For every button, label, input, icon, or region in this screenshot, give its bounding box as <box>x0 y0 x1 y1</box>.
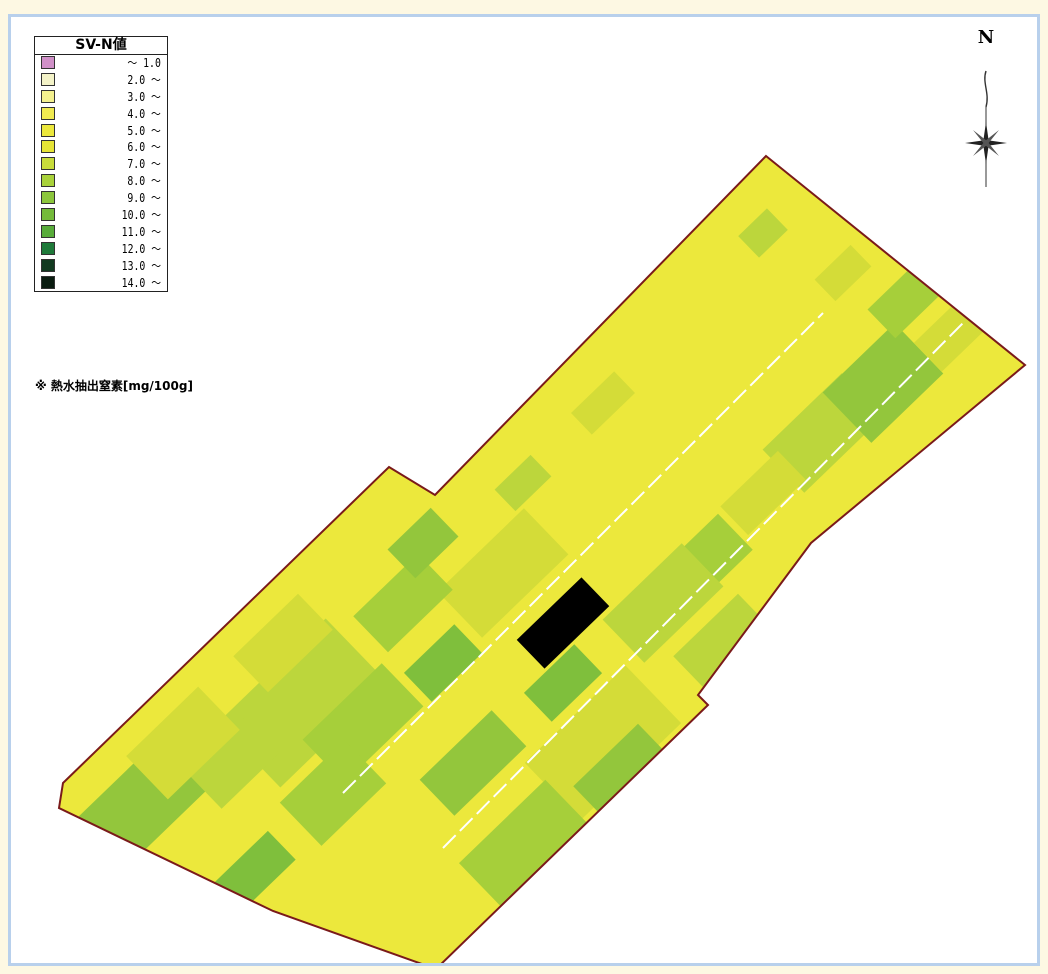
legend-swatch <box>41 72 55 86</box>
legend-label: 9.0 ～ <box>127 191 161 206</box>
nitrogen-zone <box>814 244 872 302</box>
legend-label: 11.0 ～ <box>121 224 161 239</box>
legend-swatch <box>41 191 55 205</box>
legend-swatch <box>41 106 55 120</box>
nitrogen-zone <box>126 686 240 800</box>
legend-label: 8.0 ～ <box>127 174 161 189</box>
legend-label: 7.0 ～ <box>127 157 161 172</box>
legend-label: 12.0 ～ <box>121 241 161 256</box>
compass-icon <box>965 70 1007 187</box>
field-lane <box>342 312 824 794</box>
legend-label: 3.0 ～ <box>127 89 161 104</box>
legend-item: 10.0 ～ <box>35 207 167 224</box>
field-map <box>57 154 1027 963</box>
legend-item: 8.0 ～ <box>35 173 167 190</box>
legend-swatch <box>41 208 55 222</box>
field-boundary <box>57 154 1027 963</box>
nitrogen-zone <box>233 593 333 693</box>
legend-item: 5.0 ～ <box>35 123 167 140</box>
nitrogen-zone <box>602 543 724 663</box>
legend-item: 12.0 ～ <box>35 241 167 258</box>
nitrogen-zone <box>437 508 569 638</box>
field-lane <box>442 322 964 849</box>
nitrogen-zone <box>387 507 459 579</box>
field-lanes <box>342 312 964 849</box>
legend-item: 13.0 ～ <box>35 258 167 275</box>
nitrogen-zone <box>403 624 483 702</box>
legend-label: 14.0 ～ <box>121 275 161 290</box>
north-arrow: N <box>951 27 1021 197</box>
nitrogen-zone <box>738 208 788 258</box>
legend-item: ～ 1.0 <box>35 55 167 72</box>
legend-label: 2.0 ～ <box>127 72 161 87</box>
legend-item: 9.0 ～ <box>35 190 167 207</box>
legend-label: 4.0 ～ <box>127 106 161 121</box>
legend-item: 3.0 ～ <box>35 89 167 106</box>
legend-label: ～ 1.0 <box>127 56 161 70</box>
nitrogen-zone <box>419 710 527 816</box>
legend-item: 4.0 ～ <box>35 106 167 123</box>
legend-item: 7.0 ～ <box>35 156 167 173</box>
legend-item: 6.0 ～ <box>35 139 167 156</box>
legend-swatch <box>41 241 55 255</box>
legend-swatch <box>41 157 55 171</box>
nitrogen-zone <box>353 553 453 653</box>
legend-label: 6.0 ～ <box>127 140 161 155</box>
nitrogen-zone <box>279 740 387 846</box>
nitrogen-zone <box>822 323 944 443</box>
legend-swatch <box>41 275 55 289</box>
nitrogen-zone <box>867 267 939 339</box>
legend-swatch <box>41 140 55 154</box>
legend-swatch <box>41 123 55 137</box>
nitrogen-zone <box>720 450 806 536</box>
legend-swatch <box>41 224 55 238</box>
nitrogen-zone <box>573 723 673 823</box>
nitrogen-zone <box>516 577 610 669</box>
nitrogen-zone <box>570 371 636 435</box>
legend-label: 10.0 ～ <box>121 208 161 223</box>
legend-items: ～ 1.0 2.0 ～ 3.0 ～ 4.0 ～ 5.0 ～ 6.0 ～ 7.0 ～ 8.0 ～… <box>35 55 167 291</box>
legend-swatch <box>41 89 55 103</box>
legend-item: 14.0 ～ <box>35 275 167 292</box>
legend-item: 11.0 ～ <box>35 224 167 241</box>
legend-swatch <box>41 258 55 272</box>
nitrogen-zone <box>186 717 280 809</box>
north-letter: N <box>977 27 995 48</box>
legend-title: SV-N値 <box>35 37 167 55</box>
legend: SV-N値 ～ 1.0 2.0 ～ 3.0 ～ 4.0 ～ 5.0 ～ 6.0 ～ 7.0 … <box>34 36 168 293</box>
nitrogen-zone <box>673 593 773 693</box>
nitrogen-zone <box>523 644 603 722</box>
legend-swatch <box>41 174 55 188</box>
nitrogen-zone <box>524 665 682 821</box>
nitrogen-zone <box>494 454 552 512</box>
legend-swatch <box>41 56 55 69</box>
legend-note: ※ 熱水抽出窒素[mg/100g] <box>35 379 193 393</box>
nitrogen-zone <box>458 779 588 907</box>
legend-item: 2.0 ～ <box>35 72 167 89</box>
legend-label: 13.0 ～ <box>121 258 161 273</box>
map-frame: SV-N値 ～ 1.0 2.0 ～ 3.0 ～ 4.0 ～ 5.0 ～ 6.0 ～ 7.0 … <box>8 14 1040 966</box>
legend-label: 5.0 ～ <box>127 123 161 138</box>
